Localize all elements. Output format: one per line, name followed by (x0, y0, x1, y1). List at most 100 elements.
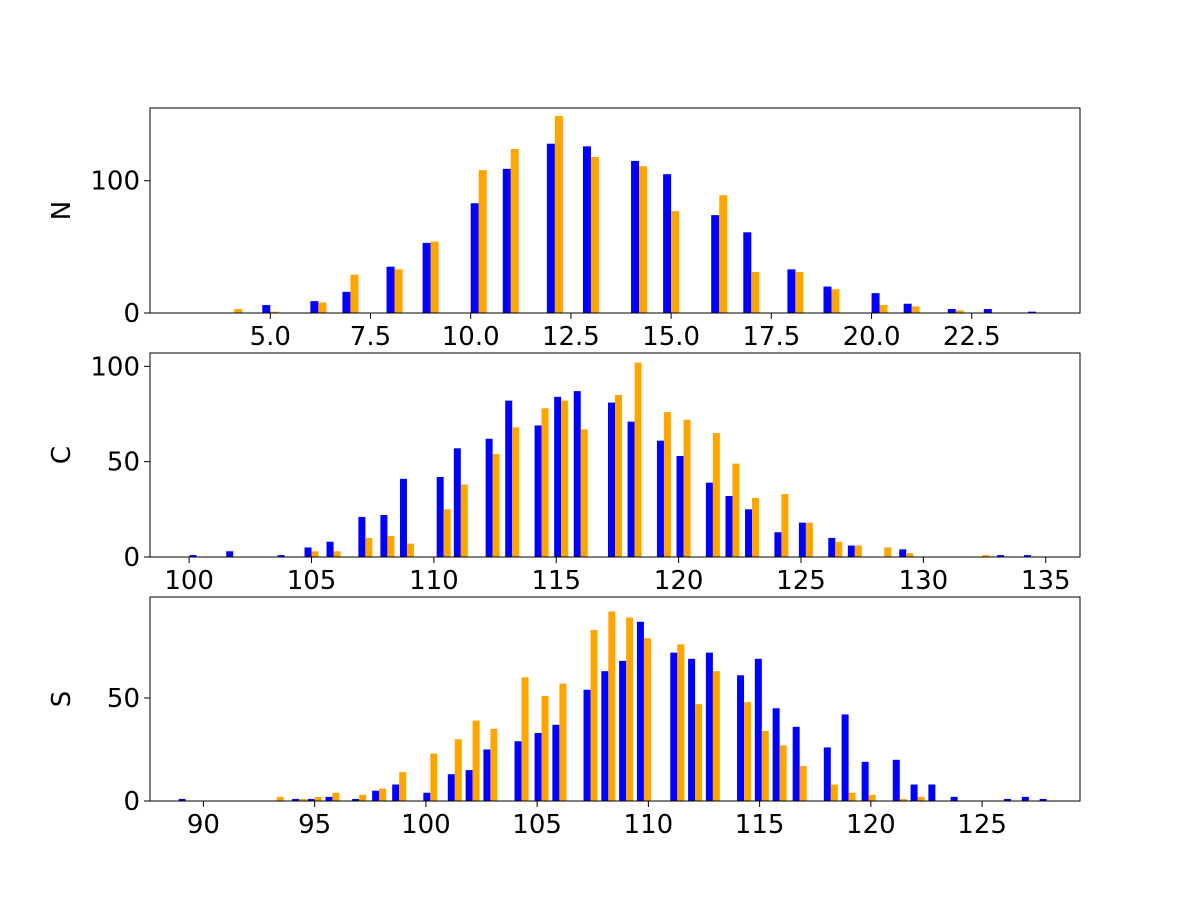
bar (189, 555, 197, 557)
subplot-c: 100 105 110 115 120 125 130 135 0 50 100 C (47, 352, 1081, 596)
bar (626, 617, 634, 801)
bar (546, 143, 555, 313)
y-axis-title: C (47, 446, 77, 464)
bar (787, 269, 796, 313)
bar (534, 733, 542, 801)
bar (318, 302, 327, 313)
bar (799, 765, 807, 801)
axes-frame (149, 352, 1081, 558)
x-tick-label: 125 (776, 566, 826, 596)
bar (386, 266, 395, 313)
bar (380, 515, 388, 557)
x-tick-label: 135 (1021, 566, 1071, 596)
bar (737, 675, 745, 801)
bar (1021, 796, 1029, 801)
bar (226, 551, 234, 557)
bar (676, 455, 684, 557)
axes-frame (149, 107, 1081, 314)
bar (884, 547, 892, 557)
bar (325, 796, 333, 801)
bar (899, 549, 907, 557)
bar (483, 749, 491, 801)
bar (1004, 798, 1012, 801)
bar (423, 792, 431, 801)
series-1-bars (311, 362, 990, 557)
bar (478, 170, 487, 313)
x-tick-label: 115 (531, 566, 581, 596)
bar (608, 611, 616, 801)
x-tick-label: 22.5 (943, 322, 1001, 352)
bar (997, 555, 1005, 557)
bar (774, 532, 782, 557)
bar (350, 274, 359, 313)
series-1-bars (276, 611, 925, 801)
bar (342, 291, 351, 313)
axes-frame (149, 596, 1081, 802)
bar (835, 541, 843, 557)
subplot-s: 90 95 100 105 110 115 120 125 0 50 S (47, 596, 1081, 840)
bar (590, 156, 599, 313)
bar (299, 798, 307, 801)
bar (580, 429, 588, 557)
bar (262, 305, 271, 313)
bar (781, 494, 789, 557)
bar (387, 536, 395, 557)
bar (848, 792, 856, 801)
bar (643, 638, 651, 801)
bar (705, 482, 713, 557)
bar (906, 553, 914, 557)
bar (663, 412, 671, 557)
bar (725, 495, 733, 557)
y-tick-label: 0 (123, 543, 140, 573)
bar (314, 796, 322, 801)
bar (333, 551, 341, 557)
bar (947, 309, 956, 313)
bar (465, 770, 473, 801)
x-tick-label: 100 (401, 810, 451, 840)
bar (352, 798, 360, 801)
bar (1024, 555, 1032, 557)
bar (688, 658, 696, 801)
bar (719, 195, 728, 313)
y-tick-label: 50 (107, 448, 140, 478)
bar (677, 644, 685, 801)
bar (752, 497, 760, 557)
x-tick-label: 17.5 (742, 322, 800, 352)
bar (917, 796, 925, 801)
bar (828, 537, 836, 557)
bar (712, 671, 720, 801)
series-1-bars (234, 115, 964, 313)
bar (639, 166, 648, 313)
bar (950, 796, 958, 801)
bar (460, 484, 468, 557)
bar (634, 362, 642, 557)
bar (379, 788, 387, 801)
bar (554, 396, 562, 557)
bar (861, 761, 869, 801)
bar (502, 168, 511, 313)
bar (559, 683, 567, 801)
x-tick-label: 125 (957, 810, 1007, 840)
bar (512, 427, 520, 557)
bar (831, 289, 840, 313)
bar (534, 425, 542, 557)
y-tick-label: 0 (123, 299, 140, 329)
bar (436, 476, 444, 557)
bar (683, 419, 691, 557)
bar (392, 784, 400, 801)
bar (311, 551, 319, 557)
bar (656, 440, 664, 557)
y-axis-title: S (47, 691, 77, 708)
y-axis-title: N (47, 201, 77, 220)
bar (868, 794, 876, 801)
bar (447, 774, 455, 801)
x-tick-label: 130 (899, 566, 949, 596)
bar (514, 741, 522, 801)
bar (582, 146, 591, 313)
x-tick-label: 115 (735, 810, 785, 840)
x-tick-label: 105 (512, 810, 562, 840)
bar (663, 174, 672, 313)
bar (743, 232, 752, 313)
bar (453, 448, 461, 557)
